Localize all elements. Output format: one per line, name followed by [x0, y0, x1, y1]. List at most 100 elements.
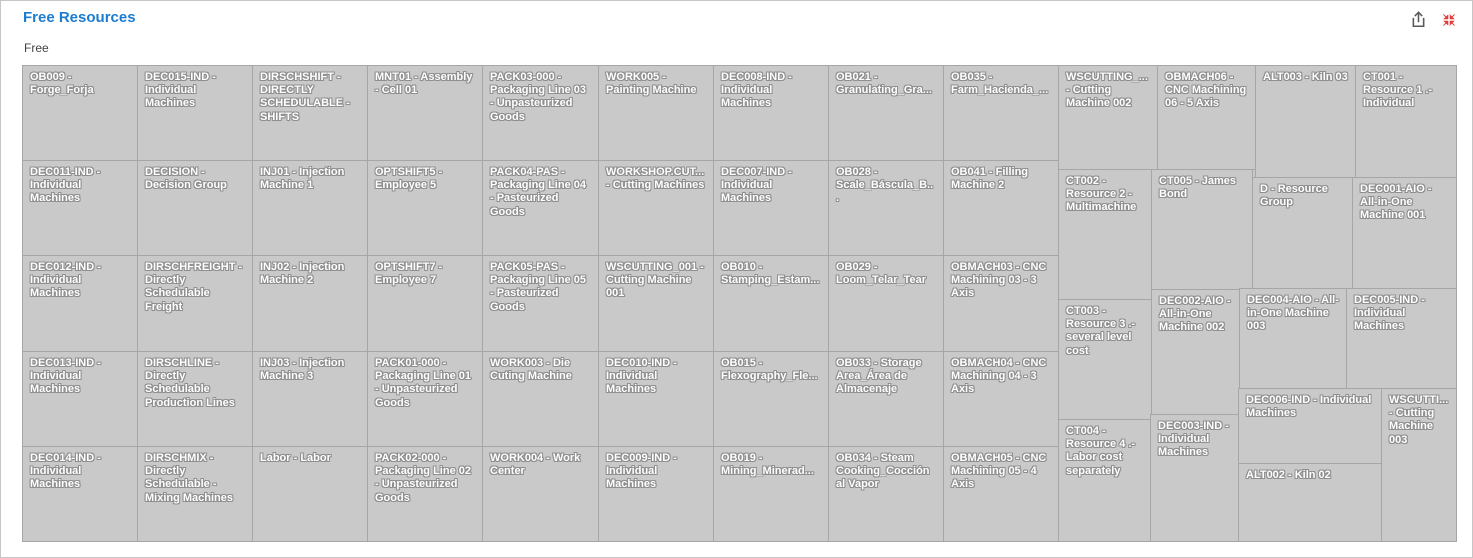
treemap-cell-label: Labor - Labor — [260, 452, 331, 464]
treemap-cell[interactable]: OPTSHIFT7 - Employee 7 — [367, 255, 483, 352]
treemap-cell[interactable]: OBMACH06 - CNC Machining 06 - 5 Axis — [1157, 65, 1256, 170]
treemap-cell[interactable]: OBMACH05 - CNC Machining 05 - 4 Axis — [943, 446, 1059, 542]
treemap-cell[interactable]: DEC002-AIO - All-in-One Machine 002 — [1151, 289, 1240, 415]
treemap-cell[interactable]: OB021 - Granulating_Gra... — [828, 65, 944, 161]
treemap-cell[interactable]: ALT002 - Kiln 02 — [1238, 463, 1382, 542]
treemap-cell[interactable]: OB010 - Stamping_Estam... — [713, 255, 829, 352]
treemap-cell[interactable]: DEC008-IND - Individual Machines — [713, 65, 829, 161]
treemap-cell-label: DECISION - Decision Group — [145, 166, 227, 192]
treemap-cell[interactable]: OBMACH03 - CNC Machining 03 - 3 Axis — [943, 255, 1059, 352]
treemap-cell[interactable]: DEC006-IND - Individual Machines — [1238, 388, 1382, 464]
panel-title[interactable]: Free Resources — [23, 9, 136, 26]
treemap-cell[interactable]: DIRSCHSHIFT - DIRECTLY SCHEDULABLE - SHI… — [252, 65, 368, 161]
treemap-cell-label: DEC005-IND - Individual Machines — [1354, 294, 1425, 333]
treemap-cell-label: INJ01 - Injection Machine 1 — [260, 166, 345, 192]
treemap-cell[interactable]: INJ02 - Injection Machine 2 — [252, 255, 368, 352]
treemap-cell-label: DEC003-IND - Individual Machines — [1158, 420, 1229, 459]
treemap-cell-label: INJ02 - Injection Machine 2 — [260, 261, 345, 287]
treemap-cell[interactable]: Labor - Labor — [252, 446, 368, 542]
treemap-cell[interactable]: DIRSCHFREIGHT - Directly Schedulable Fre… — [137, 255, 253, 352]
treemap-cell[interactable]: PACK03-000 - Packaging Line 03 - Unpaste… — [482, 65, 599, 161]
treemap-cell-label: DEC009-IND - Individual Machines — [606, 452, 677, 491]
treemap-cell-label: D - Resource Group — [1260, 183, 1328, 209]
treemap-cell[interactable]: CT001 - Resource 1 .- Individual — [1355, 65, 1457, 178]
treemap-cell[interactable]: OB015 - Flexography_Fle... — [713, 351, 829, 447]
treemap-cell[interactable]: OB035 - Farm_Hacienda_... — [943, 65, 1059, 161]
treemap-cell-label: OB034 - Steam Cooking_Cocción al Vapor — [836, 452, 930, 491]
treemap-cell-label: WSCUTTING_001 - Cutting Machine 001 — [606, 261, 704, 300]
treemap-cell[interactable]: OB009 - Forge_Forja — [22, 65, 138, 161]
treemap-cell-label: OPTSHIFT5 - Employee 5 — [375, 166, 443, 192]
treemap-cell[interactable]: CT005 - James Bond — [1151, 169, 1253, 290]
treemap-cell[interactable]: DEC015-IND - Individual Machines — [137, 65, 253, 161]
treemap-cell[interactable]: OB041 - Filling Machine 2 — [943, 160, 1059, 256]
treemap-cell[interactable]: DEC011-IND - Individual Machines — [22, 160, 138, 256]
treemap-cell[interactable]: DEC012-IND - Individual Machines — [22, 255, 138, 352]
treemap-cell[interactable]: OB028 - Scale_Báscula_B... — [828, 160, 944, 256]
treemap-cell[interactable]: INJ03 - Injection Machine 3 — [252, 351, 368, 447]
treemap-cell-label: DEC008-IND - Individual Machines — [721, 71, 792, 110]
treemap-cell[interactable]: DECISION - Decision Group — [137, 160, 253, 256]
treemap-cell[interactable]: DEC001-AIO - All-in-One Machine 001 — [1352, 177, 1457, 289]
treemap-cell[interactable]: DEC009-IND - Individual Machines — [598, 446, 714, 542]
treemap-cell[interactable]: MNT01 - Assembly - Cell 01 — [367, 65, 483, 161]
treemap-cell[interactable]: WSCUTTING_... - Cutting Machine 002 — [1058, 65, 1158, 170]
treemap-cell-label: WORK005 - Painting Machine — [606, 71, 697, 97]
treemap-cell[interactable]: ALT003 - Kiln 03 — [1255, 65, 1356, 178]
treemap-cell[interactable]: WSCUTTING_001 - Cutting Machine 001 — [598, 255, 714, 352]
treemap-cell[interactable]: DEC004-AIO - All-in-One Machine 003 — [1239, 288, 1347, 389]
group-label: Free — [24, 41, 49, 55]
treemap-cell-label: DIRSCHMIX - Directly Schedulable - Mixin… — [145, 452, 234, 504]
treemap-cell-label: DEC012-IND - Individual Machines — [30, 261, 101, 300]
treemap-cell[interactable]: DEC010-IND - Individual Machines — [598, 351, 714, 447]
treemap-cell-label: CT002 - Resource 2 - Multimachine — [1066, 175, 1137, 214]
treemap-cell-label: INJ03 - Injection Machine 3 — [260, 357, 345, 383]
treemap-cell-label: DIRSCHFREIGHT - Directly Schedulable Fre… — [145, 261, 243, 313]
treemap-cell[interactable]: OB033 - Storage Area_Área de Almacenaje — [828, 351, 944, 447]
treemap-cell-label: DIRSCHLINE - Directly Schedulable Produc… — [145, 357, 235, 409]
treemap-cell[interactable]: PACK04-PAS - Packaging Line 04 - Pasteur… — [482, 160, 599, 256]
treemap-cell[interactable]: PACK01-000 - Packaging Line 01 - Unpaste… — [367, 351, 483, 447]
treemap-cell[interactable]: CT004 - Resource 4 .- Labor cost separat… — [1058, 419, 1151, 542]
treemap-cell-label: DEC006-IND - Individual Machines — [1246, 394, 1372, 420]
collapse-button[interactable] — [1442, 13, 1456, 27]
treemap-cell[interactable]: OB019 - Mining_Minerad... — [713, 446, 829, 542]
treemap-cell-label: PACK02-000 - Packaging Line 02 - Unpaste… — [375, 452, 471, 504]
treemap-cell-label: DEC014-IND - Individual Machines — [30, 452, 101, 491]
treemap-cell[interactable]: OB029 - Loom_Telar_Tear — [828, 255, 944, 352]
treemap-cell[interactable]: PACK02-000 - Packaging Line 02 - Unpaste… — [367, 446, 483, 542]
treemap-cell-label: OB029 - Loom_Telar_Tear — [836, 261, 927, 287]
treemap-cell-label: DEC013-IND - Individual Machines — [30, 357, 101, 396]
treemap-cell-label: DEC007-IND - Individual Machines — [721, 166, 792, 205]
treemap-cell[interactable]: WORK004 - Work Center — [482, 446, 599, 542]
treemap-cell[interactable]: PACK05-PAS - Packaging Line 05 - Pasteur… — [482, 255, 599, 352]
treemap-cell[interactable]: CT002 - Resource 2 - Multimachine — [1058, 169, 1152, 300]
treemap-cell-label: DEC015-IND - Individual Machines — [145, 71, 216, 110]
treemap-cell[interactable]: DEC003-IND - Individual Machines — [1150, 414, 1239, 542]
treemap-cell[interactable]: DEC013-IND - Individual Machines — [22, 351, 138, 447]
treemap-cell[interactable]: WORK005 - Painting Machine — [598, 65, 714, 161]
treemap-cell[interactable]: OB034 - Steam Cooking_Cocción al Vapor — [828, 446, 944, 542]
treemap-cell-label: DIRSCHSHIFT - DIRECTLY SCHEDULABLE - SHI… — [260, 71, 350, 123]
treemap-cell[interactable]: INJ01 - Injection Machine 1 — [252, 160, 368, 256]
treemap-cell[interactable]: DEC007-IND - Individual Machines — [713, 160, 829, 256]
export-button[interactable] — [1409, 10, 1428, 29]
treemap-cell[interactable]: D - Resource Group — [1252, 177, 1353, 289]
treemap-cell[interactable]: DEC014-IND - Individual Machines — [22, 446, 138, 542]
treemap-cell[interactable]: DEC005-IND - Individual Machines — [1346, 288, 1457, 389]
treemap-cell[interactable]: WORK003 - Die Cuting Machine — [482, 351, 599, 447]
treemap-cell[interactable]: WSCUTTI... - Cutting Machine 003 — [1381, 388, 1457, 542]
treemap-cell-label: CT001 - Resource 1 .- Individual — [1363, 71, 1433, 110]
treemap-cell[interactable]: WORKSHOP.CUT... - Cutting Machines — [598, 160, 714, 256]
treemap-cell-label: WORK004 - Work Center — [490, 452, 581, 478]
treemap-cell[interactable]: CT003 - Resource 3 .- several level cost — [1058, 299, 1152, 420]
treemap-cell-label: OB015 - Flexography_Fle... — [721, 357, 818, 383]
treemap: OB009 - Forge_Forja DEC015-IND - Individu… — [22, 65, 1457, 542]
treemap-cell-label: OBMACH04 - CNC Machining 04 - 3 Axis — [951, 357, 1047, 396]
treemap-cell[interactable]: OBMACH04 - CNC Machining 04 - 3 Axis — [943, 351, 1059, 447]
treemap-cell[interactable]: DIRSCHMIX - Directly Schedulable - Mixin… — [137, 446, 253, 542]
treemap-cell[interactable]: DIRSCHLINE - Directly Schedulable Produc… — [137, 351, 253, 447]
treemap-cell-label: WORK003 - Die Cuting Machine — [490, 357, 572, 383]
treemap-cell[interactable]: OPTSHIFT5 - Employee 5 — [367, 160, 483, 256]
treemap-cell-label: WORKSHOP.CUT... - Cutting Machines — [606, 166, 705, 192]
